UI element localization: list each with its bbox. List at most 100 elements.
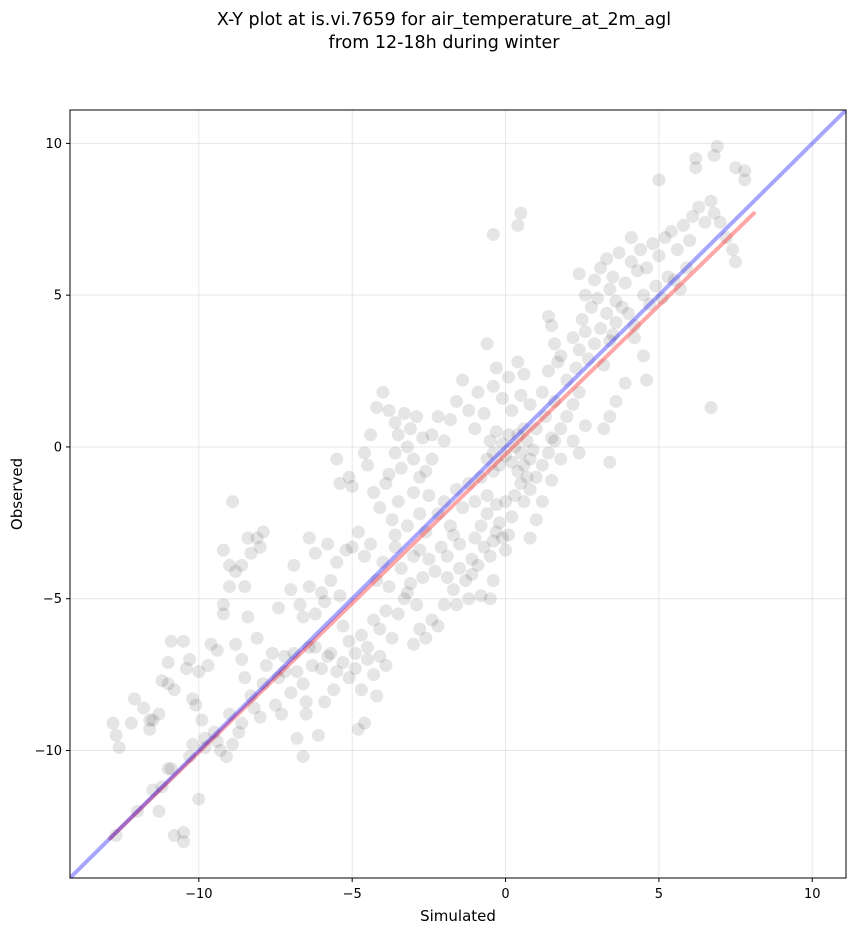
data-point (244, 546, 258, 560)
data-point (630, 264, 644, 278)
data-point (489, 498, 503, 512)
data-point (489, 361, 503, 375)
data-point (483, 549, 497, 563)
data-point (517, 458, 531, 472)
data-point (226, 495, 240, 509)
grid-lines (70, 110, 846, 878)
data-point (241, 610, 255, 624)
data-point (738, 164, 752, 178)
data-point (167, 683, 181, 697)
data-point (186, 692, 200, 706)
data-point (269, 698, 283, 712)
data-point (155, 780, 169, 794)
reference-line (70, 110, 846, 878)
data-point (572, 267, 586, 281)
data-point (587, 273, 601, 287)
data-point (729, 161, 743, 175)
data-point (502, 528, 516, 542)
data-point (698, 215, 712, 229)
data-point (357, 716, 371, 730)
data-point (431, 507, 445, 521)
data-point (192, 792, 206, 806)
data-point (373, 649, 387, 663)
data-point (186, 737, 200, 751)
data-point (495, 437, 509, 451)
data-point (468, 531, 482, 545)
data-point (324, 646, 338, 660)
data-point (529, 422, 543, 436)
data-point (480, 337, 494, 351)
data-point (333, 476, 347, 490)
data-point (541, 364, 555, 378)
data-point (692, 200, 706, 214)
data-point (514, 446, 528, 460)
data-point (164, 634, 178, 648)
data-point (609, 394, 623, 408)
data-point (575, 312, 589, 326)
data-point (686, 209, 700, 223)
data-point (431, 410, 445, 424)
data-point (489, 425, 503, 439)
data-point (594, 261, 608, 275)
data-point (440, 549, 454, 563)
data-point (624, 230, 638, 244)
data-point (354, 683, 368, 697)
data-point (256, 677, 270, 691)
data-point (443, 519, 457, 533)
data-point (416, 431, 430, 445)
data-point (505, 455, 519, 469)
data-point (241, 531, 255, 545)
data-point (554, 452, 568, 466)
data-point (661, 270, 675, 284)
data-point (572, 385, 586, 399)
data-point (161, 655, 175, 669)
data-point (394, 561, 408, 575)
data-point (535, 495, 549, 509)
data-point (265, 646, 279, 660)
reference-line (107, 211, 756, 841)
data-point (612, 246, 626, 260)
data-point (318, 695, 332, 709)
data-point (413, 543, 427, 557)
data-point (413, 470, 427, 484)
data-point (210, 643, 224, 657)
data-point (517, 495, 531, 509)
data-point (195, 713, 209, 727)
data-point (183, 652, 197, 666)
y-tick-label: −5 (43, 592, 62, 607)
data-point (302, 580, 316, 594)
data-point (480, 489, 494, 503)
data-point (548, 337, 562, 351)
data-point (367, 485, 381, 499)
data-point (400, 519, 414, 533)
data-point (422, 489, 436, 503)
data-point (397, 592, 411, 606)
data-point (511, 464, 525, 478)
y-tick-label: −10 (35, 744, 62, 759)
data-point (367, 613, 381, 627)
data-point (176, 634, 190, 648)
plot-frame (69, 109, 847, 879)
data-point (652, 173, 666, 187)
data-point (526, 443, 540, 457)
data-point (468, 422, 482, 436)
data-point (670, 243, 684, 257)
data-point (400, 440, 414, 454)
data-point (299, 707, 313, 721)
data-point (603, 410, 617, 424)
data-point (207, 725, 221, 739)
data-point (382, 580, 396, 594)
data-point (538, 410, 552, 424)
x-tick-label: −5 (343, 887, 362, 902)
data-point (676, 218, 690, 232)
data-point (425, 613, 439, 627)
x-axis-label: Simulated (420, 907, 496, 925)
data-point (449, 394, 463, 408)
data-point (302, 531, 316, 545)
data-point (124, 716, 138, 730)
data-point (305, 659, 319, 673)
data-point (505, 404, 519, 418)
data-point (673, 282, 687, 296)
data-point (293, 598, 307, 612)
data-point (520, 470, 534, 484)
